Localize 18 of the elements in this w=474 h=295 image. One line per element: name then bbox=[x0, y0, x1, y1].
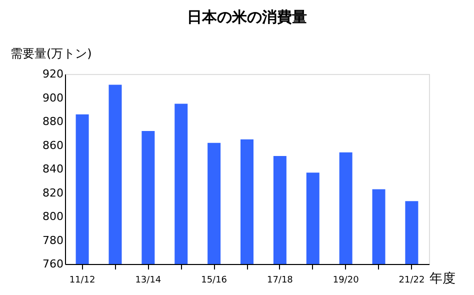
y-tick-label: 820 bbox=[42, 186, 64, 200]
y-axis-title: 需要量(万トン) bbox=[10, 46, 92, 60]
x-tick-label: 21/22 bbox=[398, 276, 425, 286]
y-tick-label: 840 bbox=[42, 162, 64, 176]
chart-title: 日本の米の消費量 bbox=[187, 8, 307, 26]
y-tick-label: 920 bbox=[42, 68, 64, 80]
x-tick-label: 17/18 bbox=[266, 276, 294, 286]
x-tick-label: 11/12 bbox=[69, 276, 96, 286]
y-tick-label: 860 bbox=[42, 138, 64, 152]
y-tick-label: 880 bbox=[42, 115, 64, 128]
y-tick-label: 800 bbox=[42, 210, 64, 223]
y-tick-label: 760 bbox=[42, 258, 64, 270]
x-tick-label: 19/20 bbox=[332, 276, 360, 286]
y-tick-label: 900 bbox=[42, 91, 64, 104]
x-axis-title: 年度 bbox=[430, 270, 456, 286]
x-tick-label: 15/16 bbox=[201, 276, 228, 286]
y-tick-label: 780 bbox=[42, 234, 64, 247]
x-tick-label: 13/14 bbox=[135, 276, 162, 286]
